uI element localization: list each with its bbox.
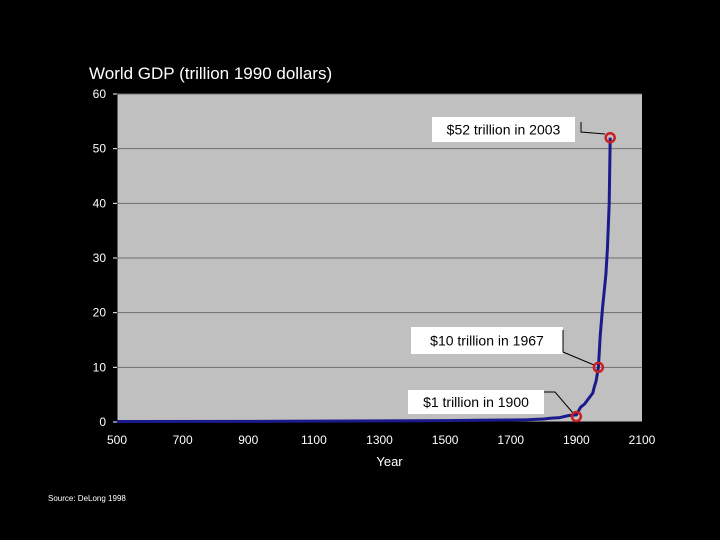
x-tick-label: 700 [173, 433, 193, 447]
x-tick-label: 900 [238, 433, 258, 447]
annotation-box [411, 327, 563, 354]
y-tick-label: 40 [93, 196, 107, 210]
x-tick-label: 1100 [301, 433, 327, 447]
highlight-marker [570, 410, 583, 423]
leader-line [544, 391, 574, 414]
x-tick-label: 1500 [432, 433, 459, 447]
y-tick-labels: 0 10 20 30 40 50 60 [93, 87, 107, 429]
source-note: Source: DeLong 1998 [48, 494, 126, 503]
x-tick-labels: 500 700 900 1100 1300 1500 1700 1900 2100 [107, 433, 656, 447]
y-tick-label: 20 [93, 306, 107, 320]
annotation-label: $10 trillion in 1967 [430, 333, 544, 349]
highlight-marker [604, 131, 616, 144]
annotation-box [408, 390, 544, 414]
x-tick-label: 500 [107, 433, 127, 447]
y-tick-label: 0 [99, 415, 106, 429]
x-tick-label: 2100 [629, 433, 656, 447]
grid-lines [117, 93, 642, 368]
annotation-box [432, 117, 575, 142]
annotation-2003: $52 trillion in 2003 [432, 117, 616, 144]
series-line-world-gdp [116, 137, 612, 423]
chart-title: World GDP (trillion 1990 dollars) [89, 64, 333, 83]
x-tick-label: 1900 [563, 433, 590, 447]
annotation-1900: $1 trillion in 1900 [408, 390, 583, 423]
x-tick-label: 1300 [366, 433, 393, 447]
annotation-label: $52 trillion in 2003 [447, 122, 561, 138]
annotation-label: $1 trillion in 1900 [423, 394, 529, 410]
y-tick-label: 50 [93, 142, 107, 156]
highlight-marker [592, 361, 605, 374]
y-tick-label: 30 [93, 251, 107, 265]
x-axis-title: Year [376, 454, 403, 469]
annotations: $1 trillion in 1900 $10 trillion in 1967 $… [408, 117, 616, 423]
y-tick-label: 10 [93, 360, 107, 374]
leader-line [562, 330, 595, 366]
y-tick-label: 60 [93, 87, 107, 101]
x-tick-label: 1700 [497, 433, 524, 447]
leader-line [580, 122, 606, 135]
annotation-1967: $10 trillion in 1967 [411, 327, 605, 374]
